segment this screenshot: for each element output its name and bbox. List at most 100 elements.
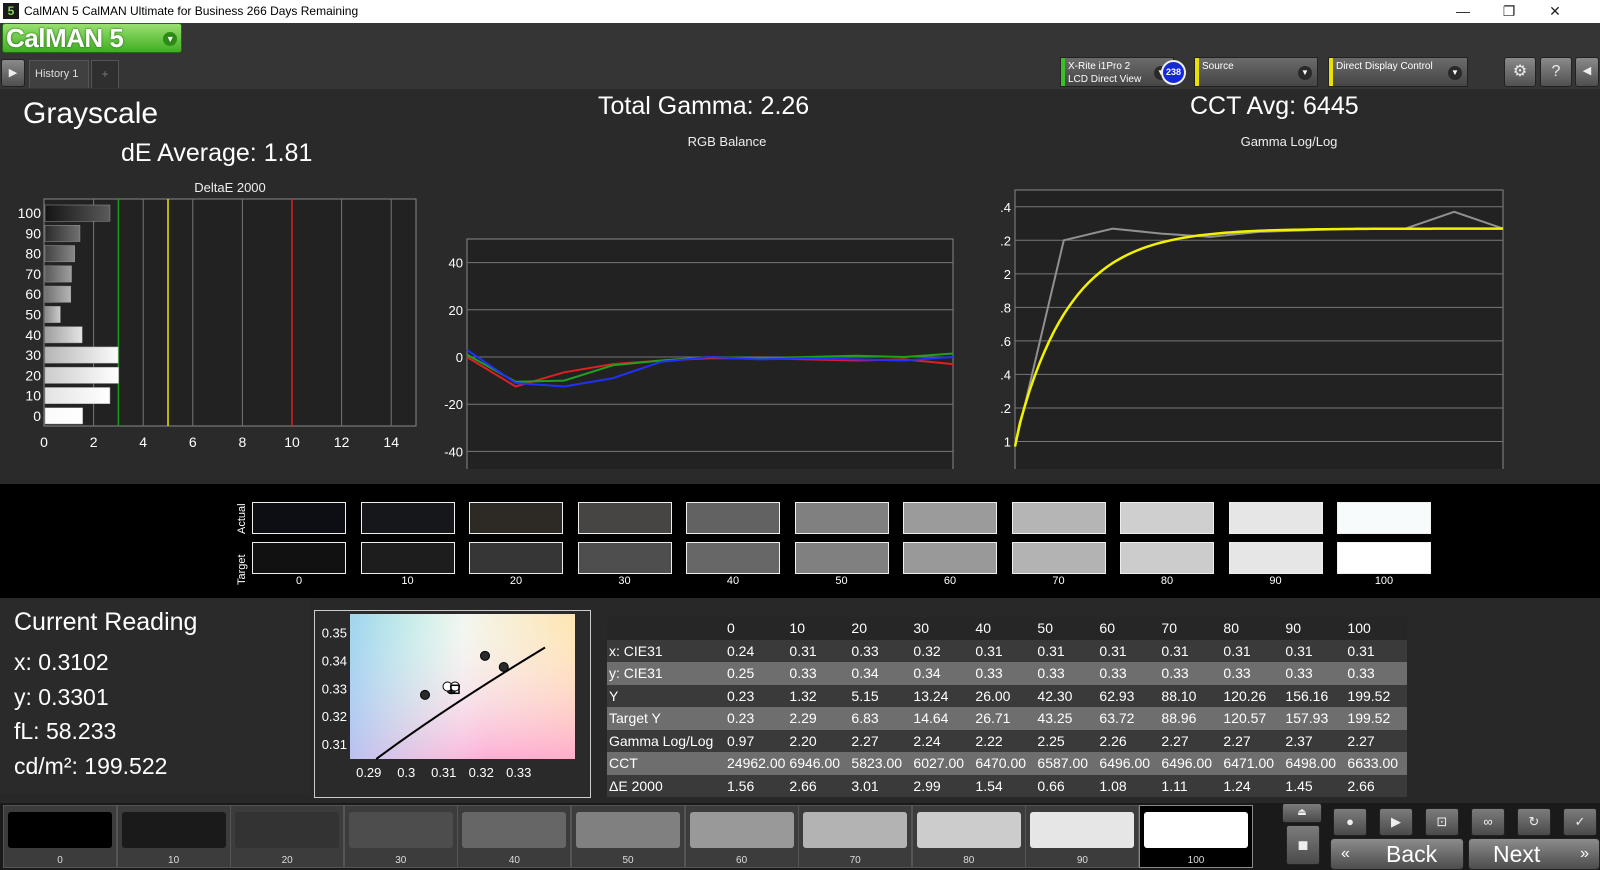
- patch-button-label: 30: [395, 855, 407, 866]
- patch-button[interactable]: 40: [457, 805, 572, 868]
- restore-icon[interactable]: ❐: [1502, 3, 1516, 19]
- gamma-y-tick-label: 1.2: [1000, 401, 1011, 416]
- target-swatch: [577, 542, 672, 574]
- deltae-y-tick-label: 100: [18, 205, 42, 221]
- cie-y-tick-label: 0.34: [322, 653, 347, 668]
- next-button[interactable]: Next »: [1468, 838, 1600, 870]
- cie-measured-point: [420, 689, 430, 700]
- help-icon[interactable]: ?: [1540, 57, 1572, 87]
- patch-label: 60: [943, 575, 957, 587]
- patch-swatch: [348, 812, 453, 848]
- patch-button[interactable]: 70: [798, 805, 913, 868]
- play-icon[interactable]: ▶: [1379, 808, 1413, 836]
- table-cell: 0.31: [1159, 639, 1222, 662]
- gamma-y-tick-label: 1.8: [1000, 300, 1011, 315]
- deltae-y-tick-label: 80: [25, 246, 41, 262]
- row-label: Target Y: [607, 707, 725, 730]
- stop-square-icon[interactable]: ■: [1286, 825, 1320, 865]
- cie-x-tick-label: 0.32: [469, 765, 494, 780]
- actual-swatch: [903, 502, 997, 534]
- app-icon: 5: [3, 3, 19, 19]
- rgb-balance-chart: -40-20020400102030405060708090100: [444, 238, 954, 469]
- table-cell: 100: [1345, 617, 1408, 640]
- loop-icon[interactable]: ∞: [1471, 808, 1505, 836]
- patch-swatch: [803, 812, 908, 848]
- table-cell: 0.34: [849, 662, 912, 685]
- grayscale-panel: Grayscale dE Average: 1.81 Total Gamma: …: [0, 89, 1600, 484]
- refresh-icon[interactable]: ↻: [1517, 808, 1551, 836]
- gear-icon[interactable]: ⚙: [1504, 57, 1536, 87]
- table-cell: 2.24: [911, 729, 974, 752]
- table-cell: 5.15: [849, 684, 912, 707]
- table-cell: 42.30: [1035, 684, 1098, 707]
- cie-measured-point: [498, 661, 509, 672]
- current-reading-title: Current Reading: [14, 608, 198, 636]
- close-icon[interactable]: ✕: [1549, 3, 1561, 19]
- add-tab-icon[interactable]: +: [91, 60, 119, 88]
- check-icon[interactable]: ✓: [1563, 808, 1597, 836]
- deltae-y-tick-label: 0: [33, 408, 41, 424]
- tab-history-1[interactable]: History 1: [29, 60, 89, 88]
- back-label: Back: [1386, 841, 1438, 867]
- target-swatch: [903, 542, 997, 574]
- patch-button-label: 60: [736, 855, 748, 866]
- eject-icon[interactable]: ⏏: [1282, 803, 1322, 823]
- deltae-y-tick-label: 60: [25, 286, 41, 302]
- back-button[interactable]: « Back: [1330, 838, 1464, 870]
- patch-button[interactable]: 80: [911, 805, 1026, 868]
- table-cell: 90: [1283, 617, 1346, 640]
- table-row: CCT 24962.00 6946.00 5823.00 6027.00 6470.00 6…: [607, 752, 1408, 775]
- table-cell: 157.93: [1283, 707, 1346, 730]
- source-selector[interactable]: Source ▼: [1194, 57, 1318, 87]
- collapse-left-icon[interactable]: ◀: [1575, 57, 1599, 87]
- patch-button[interactable]: 0: [3, 805, 117, 868]
- patch-button[interactable]: 90: [1025, 805, 1140, 868]
- table-row: Target Y 0.23 2.29 6.83 14.64 26.71 43.25 63.72…: [607, 707, 1408, 730]
- patch-button[interactable]: 60: [684, 805, 799, 868]
- table-cell: 2.25: [1035, 729, 1098, 752]
- table-cell: 2.20: [787, 729, 850, 752]
- table-cell: 80: [1221, 617, 1284, 640]
- patch-swatch: [235, 812, 340, 848]
- table-cell: 0.23: [725, 707, 788, 730]
- display-selector[interactable]: Direct Display Control ▼: [1328, 57, 1468, 87]
- stop-icon[interactable]: ●: [1333, 808, 1367, 836]
- patch-button[interactable]: 50: [571, 805, 685, 868]
- patch-button-label: 100: [1187, 855, 1205, 866]
- table-cell: 14.64: [911, 707, 974, 730]
- table-cell: 0.66: [1035, 774, 1098, 797]
- deltae-bar: [44, 407, 83, 425]
- source-status-bar: [1195, 58, 1199, 86]
- gamma-y-tick-label: 1: [1004, 434, 1011, 449]
- row-label: y: CIE31: [607, 662, 725, 685]
- table-cell: 43.25: [1035, 707, 1098, 730]
- table-cell: 2.27: [1345, 729, 1408, 752]
- table-cell: 2.66: [1345, 774, 1408, 797]
- rgb-chart-title: RGB Balance: [687, 134, 767, 149]
- table-cell: 0.31: [787, 639, 850, 662]
- table-cell: 6471.00: [1221, 752, 1284, 775]
- patch-button[interactable]: 20: [230, 805, 345, 868]
- probe-badge[interactable]: 238: [1161, 60, 1186, 85]
- cie-y-tick-label: 0.31: [322, 737, 347, 752]
- actual-swatch: [1228, 502, 1323, 534]
- calman-logo-menu[interactable]: CalMAN 5 ▼: [2, 23, 182, 53]
- minimize-icon[interactable]: —: [1456, 3, 1470, 19]
- meter-selector[interactable]: X-Rite i1Pro 2 LCD Direct View ▼: [1060, 57, 1174, 87]
- patch-swatch: [689, 812, 794, 848]
- table-cell: 0.25: [725, 662, 788, 685]
- patch-button[interactable]: 100: [1139, 805, 1253, 868]
- measurement-table: 0 10 20 30 40 50 60 70 80 90 100 x: CIE31 0.24 0.31 0.…: [607, 617, 1408, 797]
- table-row: y: CIE31 0.25 0.33 0.34 0.34 0.33 0.33 0.33 0.33…: [607, 662, 1408, 685]
- play-icon[interactable]: ▶: [1, 59, 25, 87]
- gamma-series-line: [1013, 227, 1503, 447]
- actual-swatch: [252, 502, 346, 534]
- actual-swatch: [1011, 502, 1106, 534]
- patch-button[interactable]: 30: [343, 805, 458, 868]
- table-cell: 26.71: [973, 707, 1036, 730]
- deltae-chart-title: DeltaE 2000: [194, 180, 266, 195]
- patch-button-label: 10: [168, 855, 180, 866]
- patch-button[interactable]: 10: [116, 805, 231, 868]
- measure-icon[interactable]: ⊡: [1425, 808, 1459, 836]
